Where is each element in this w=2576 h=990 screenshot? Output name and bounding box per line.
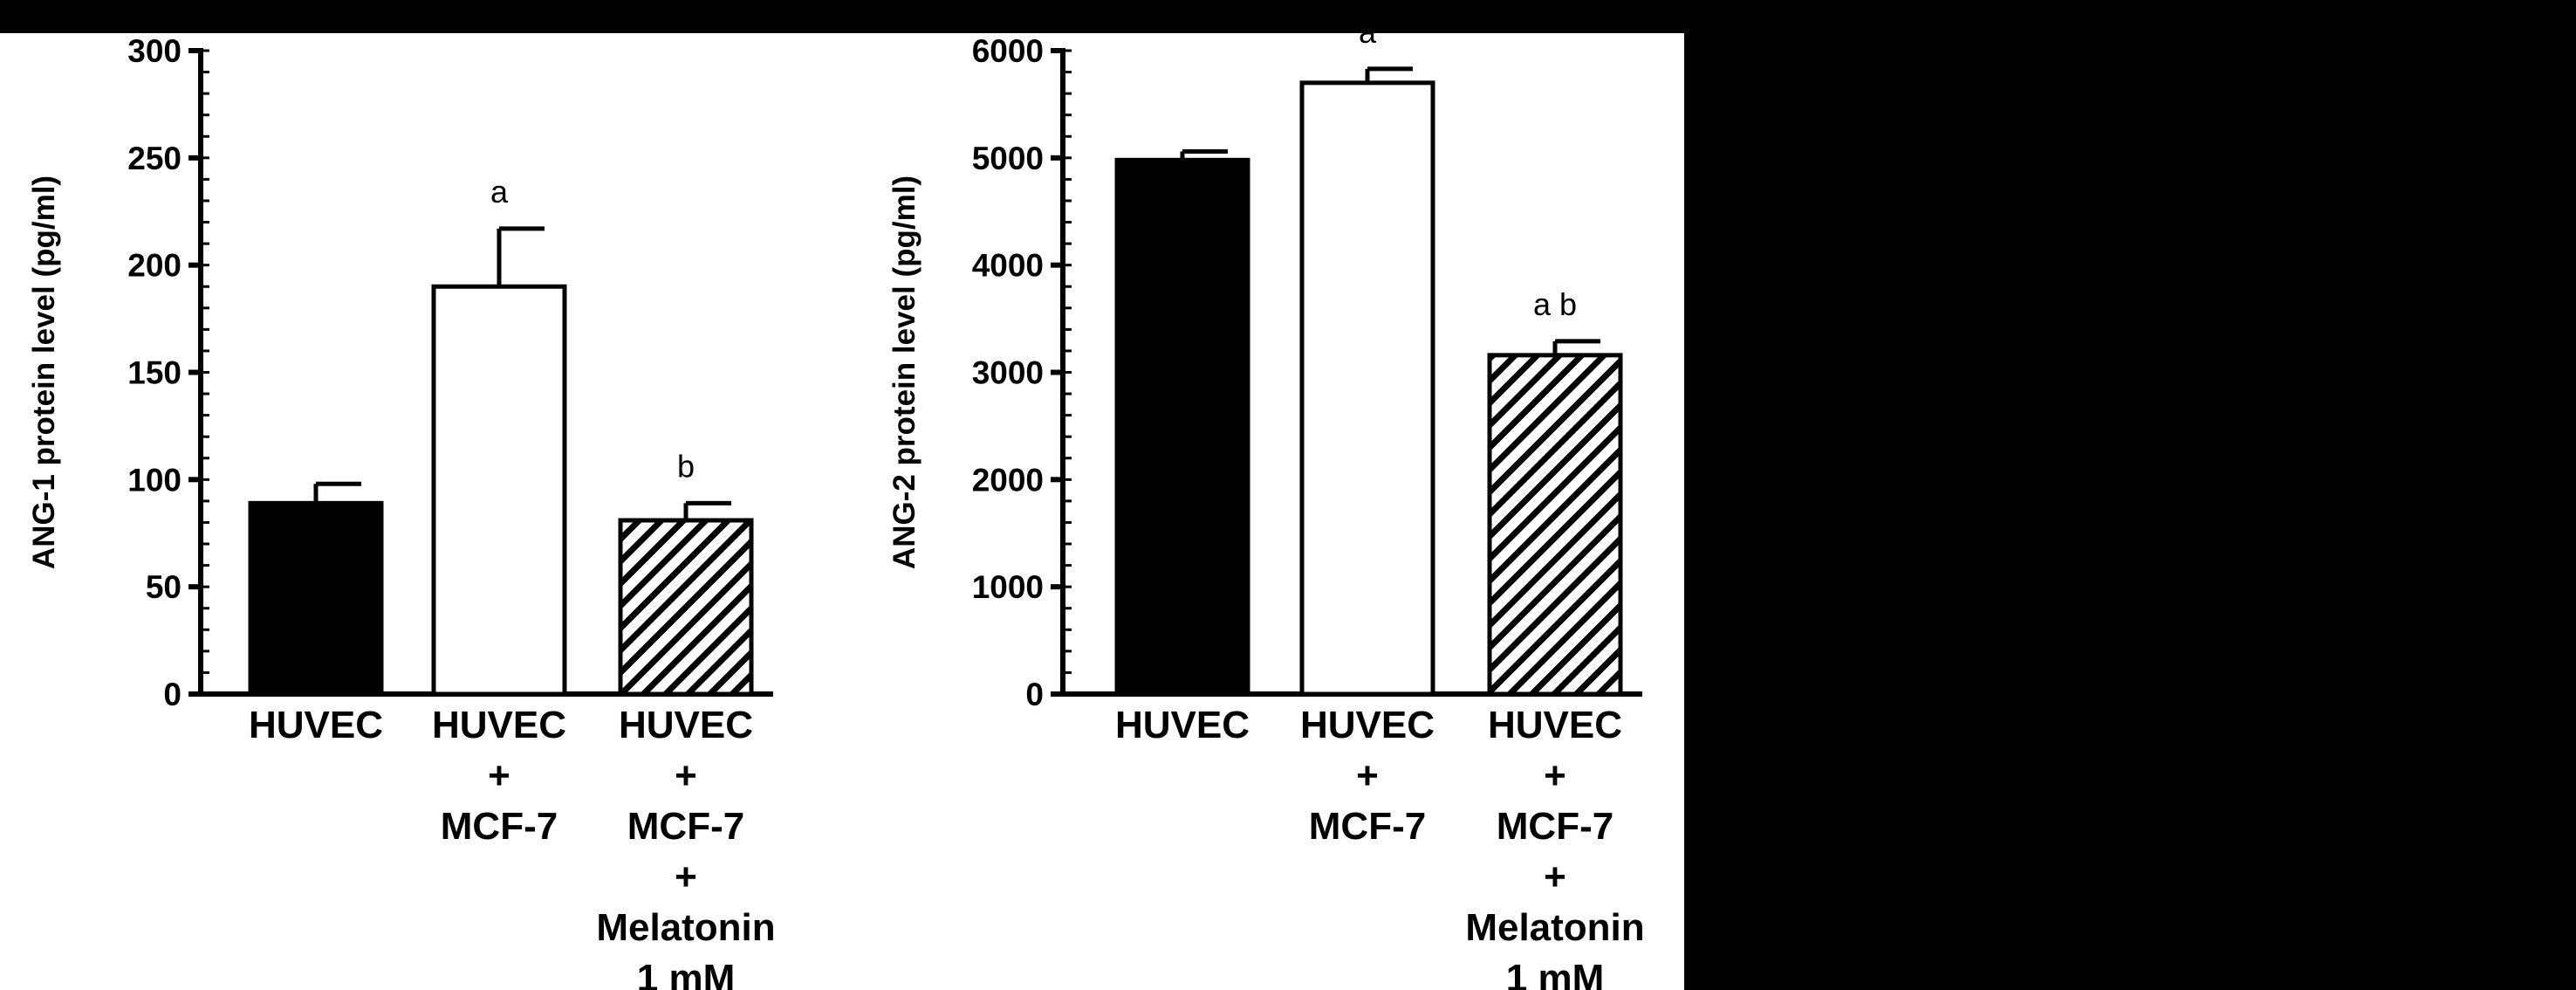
ang1-chart: 0 50 100 150 200 250 300 ANG-1 protein level (p…	[27, 33, 776, 990]
ang2-tick-label: 4000	[972, 248, 1044, 284]
ang1-annotation: b	[677, 448, 695, 484]
ang1-y-axis-title: ANG-1 protein level (pg/ml)	[27, 175, 61, 569]
ang2-bar-3	[1487, 353, 1623, 697]
ang1-category-label: +	[675, 754, 697, 797]
ang1-category-label: +	[488, 754, 510, 797]
ang2-tick-label: 5000	[972, 141, 1044, 176]
ang1-tick-label: 250	[127, 141, 182, 176]
ang1-category-label: HUVEC	[432, 704, 566, 746]
ang1-tick-label: 100	[127, 462, 182, 498]
ang1-category-label: 1 mM	[637, 957, 735, 990]
ang1-tick-label: 50	[146, 569, 182, 605]
ang2-category-label: +	[1356, 754, 1379, 797]
ang2-category-label: 1 mM	[1506, 957, 1604, 990]
ang1-tick-label: 0	[163, 677, 182, 712]
ang2-y-axis-title: ANG-2 protein level (pg/ml)	[887, 175, 921, 569]
ang2-annotation: a	[1359, 14, 1377, 50]
ang2-tick-label: 1000	[972, 569, 1044, 605]
ang1-category-label: MCF-7	[627, 805, 744, 848]
ang1-bar-2	[431, 284, 567, 697]
ang1-category-label: HUVEC	[619, 704, 753, 746]
ang2-category-label: Melatonin	[1465, 906, 1644, 949]
ang2-bar-1	[1114, 157, 1250, 697]
ang2-tick-label: 3000	[972, 355, 1044, 391]
ang1-category-label: MCF-7	[441, 805, 558, 848]
ang2-category-label: +	[1544, 856, 1566, 898]
ang1-category-label: HUVEC	[249, 704, 383, 746]
ang2-annotation: a b	[1533, 286, 1577, 322]
ang2-tick-label: 6000	[972, 33, 1044, 69]
ang2-chart: 0 1000 2000 3000 4000 5000 6000 ANG-2 protein l…	[887, 14, 1645, 990]
ang2-tick-label: 2000	[972, 462, 1044, 498]
ang2-category-label: HUVEC	[1300, 704, 1435, 746]
ang2-category-label: MCF-7	[1497, 805, 1613, 848]
ang1-tick-label: 150	[127, 355, 182, 391]
ang2-bar-2	[1299, 80, 1435, 697]
ang2-category-label: +	[1544, 754, 1566, 797]
ang1-annotation: a	[490, 174, 509, 210]
ang1-tick-label: 200	[127, 248, 182, 284]
ang2-category-label: HUVEC	[1115, 704, 1250, 746]
ang1-category-label: Melatonin	[596, 906, 775, 949]
ang1-tick-label: 300	[127, 33, 182, 69]
ang2-category-label: HUVEC	[1488, 704, 1622, 746]
ang1-bar-3	[618, 518, 754, 697]
ang2-tick-label: 0	[1025, 677, 1044, 712]
ang1-bar-1	[248, 500, 384, 697]
ang1-category-label: +	[675, 856, 697, 898]
ang2-category-label: MCF-7	[1309, 805, 1426, 848]
